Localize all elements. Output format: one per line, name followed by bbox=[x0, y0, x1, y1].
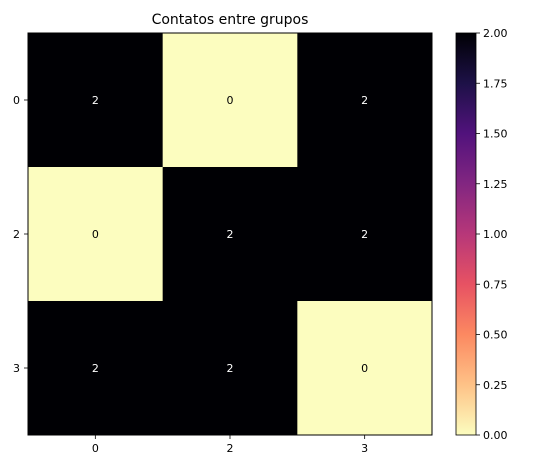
y-tick-label: 2 bbox=[13, 228, 20, 241]
colorbar-tick-label: 1.25 bbox=[483, 178, 508, 191]
plot-frame bbox=[27, 32, 433, 436]
heatmap-cell bbox=[28, 33, 164, 168]
colorbar-tick-label: 0.75 bbox=[483, 278, 508, 291]
heatmap-cell bbox=[162, 33, 298, 168]
cell-value-label: 2 bbox=[227, 228, 234, 241]
colorbar-tick-label: 0.50 bbox=[483, 329, 508, 342]
colorbar-tick-label: 0.25 bbox=[483, 379, 508, 392]
cell-value-label: 2 bbox=[92, 362, 99, 375]
heatmap-cell bbox=[297, 301, 433, 436]
heatmap-cells bbox=[28, 33, 433, 436]
cell-value-label: 0 bbox=[361, 362, 368, 375]
cell-value-label: 0 bbox=[227, 94, 234, 107]
heatmap-cell bbox=[28, 301, 164, 436]
cell-value-label: 2 bbox=[227, 362, 234, 375]
x-tick-label: 3 bbox=[361, 442, 368, 455]
colorbar bbox=[455, 32, 477, 436]
colorbar-ticks: 0.00 0.25 0.50 0.75 1.00 1.25 1.50 1.75 2.00 bbox=[476, 27, 508, 442]
y-tick-label: 3 bbox=[13, 362, 20, 375]
colorbar-tick-label: 1.50 bbox=[483, 128, 508, 141]
heatmap-cell-labels: 2 0 2 0 2 2 2 2 0 bbox=[92, 94, 368, 375]
y-axis-ticks: 0 2 3 bbox=[13, 94, 28, 375]
colorbar-tick-label: 1.00 bbox=[483, 228, 508, 241]
x-tick-label: 0 bbox=[92, 442, 99, 455]
chart-title: Contatos entre grupos bbox=[152, 12, 309, 28]
heatmap-cell bbox=[162, 167, 298, 302]
y-tick-label: 0 bbox=[13, 94, 20, 107]
cell-value-label: 2 bbox=[92, 94, 99, 107]
x-tick-label: 2 bbox=[227, 442, 234, 455]
heatmap-cell bbox=[297, 167, 433, 302]
cell-value-label: 2 bbox=[361, 94, 368, 107]
colorbar-tick-label: 2.00 bbox=[483, 27, 508, 40]
colorbar-tick-label: 1.75 bbox=[483, 77, 508, 90]
heatmap-cell bbox=[28, 167, 164, 302]
cell-value-label: 2 bbox=[361, 228, 368, 241]
x-axis-ticks: 0 2 3 bbox=[92, 435, 368, 455]
heatmap-cell bbox=[162, 301, 298, 436]
heatmap-cell bbox=[297, 33, 433, 168]
colorbar-tick-label: 0.00 bbox=[483, 429, 508, 442]
cell-value-label: 0 bbox=[92, 228, 99, 241]
